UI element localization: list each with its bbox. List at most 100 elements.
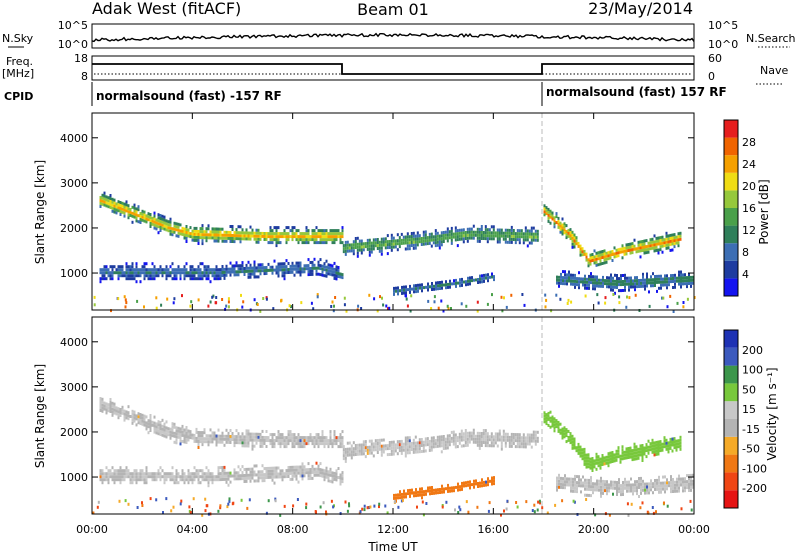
echo-cell (133, 209, 136, 213)
echo-cell (97, 500, 100, 504)
echo-cell (504, 432, 507, 436)
echo-cell (366, 244, 369, 248)
echo-cell (454, 445, 457, 449)
echo-cell (301, 462, 304, 466)
echo-cell (241, 267, 244, 271)
echo-cell (642, 482, 644, 486)
echo-cell (569, 441, 572, 445)
echo-cell (159, 430, 162, 433)
echo-cell (267, 466, 270, 470)
echo-cell (257, 231, 260, 235)
echo-cell (450, 232, 453, 236)
echo-cell (153, 427, 156, 431)
echo-cell (393, 286, 395, 290)
echo-cell (595, 458, 598, 462)
echo-cell (504, 435, 507, 439)
echo-cell (676, 279, 678, 283)
echo-cell (621, 451, 624, 455)
echo-cell (275, 232, 278, 236)
echo-cell (510, 432, 513, 436)
echo-cell (538, 499, 541, 503)
echo-cell (514, 238, 517, 242)
echo-cell (121, 411, 124, 415)
echo-cell (261, 263, 264, 267)
echo-cell (555, 419, 558, 423)
echo-cell (400, 232, 403, 236)
echo-cell (620, 490, 622, 494)
echo-cell (400, 442, 403, 446)
echo-cell (151, 222, 154, 226)
echo-cell (221, 236, 224, 240)
echo-cell (638, 483, 640, 486)
echo-cell (237, 441, 240, 445)
echo-cell (602, 479, 604, 483)
echo-cell (666, 504, 669, 508)
echo-cell (368, 253, 371, 257)
echo-cell (645, 443, 648, 447)
echo-cell (470, 233, 473, 237)
echo-cell (478, 239, 481, 243)
echo-cell (456, 445, 459, 449)
echo-cell (125, 206, 128, 210)
echo-cell (441, 280, 443, 284)
echo-cell (546, 511, 549, 515)
echo-cell (603, 456, 606, 460)
echo-cell (105, 411, 108, 415)
echo-cell (677, 241, 680, 245)
echo-cell (285, 469, 288, 473)
echo-cell (404, 241, 407, 245)
echo-cell (440, 231, 443, 235)
echo-cell (217, 440, 220, 444)
echo-cell (464, 444, 467, 447)
echo-cell (127, 265, 130, 269)
echo-cell (376, 247, 379, 250)
echo-cell (149, 497, 152, 501)
echo-cell (502, 234, 505, 238)
echo-cell (111, 206, 114, 210)
echo-cell (605, 461, 608, 465)
echo-cell (652, 482, 654, 486)
echo-cell (441, 484, 443, 488)
echo-cell (633, 238, 636, 242)
echo-cell (498, 240, 501, 244)
echo-cell (322, 501, 325, 505)
echo-cell (640, 482, 642, 486)
echo-cell (293, 445, 296, 449)
echo-cell (481, 274, 483, 278)
echo-cell (157, 472, 160, 476)
echo-cell (119, 414, 122, 417)
echo-cell (263, 467, 266, 471)
echo-cell (135, 216, 138, 220)
echo-cell (412, 438, 415, 442)
echo-cell (598, 479, 600, 483)
echo-cell (123, 415, 126, 419)
echo-cell (666, 305, 669, 309)
echo-cell (175, 222, 178, 226)
echo-cell (267, 475, 270, 479)
echo-cell (305, 471, 308, 475)
echo-cell (486, 240, 489, 244)
echo-cell (129, 214, 132, 217)
echo-cell (444, 440, 447, 444)
echo-cell (305, 506, 308, 510)
echo-cell (372, 247, 375, 251)
echo-cell (313, 232, 316, 236)
echo-cell (442, 237, 445, 240)
echo-cell (183, 233, 186, 237)
echo-cell (672, 274, 674, 277)
echo-cell (615, 449, 618, 453)
echo-cell (205, 274, 208, 278)
echo-cell (574, 276, 576, 280)
echo-cell (177, 472, 180, 476)
echo-cell (595, 257, 598, 261)
echo-cell (360, 242, 363, 246)
echo-cell (257, 237, 260, 241)
echo-cell (337, 272, 340, 275)
echo-cell (631, 449, 634, 453)
echo-cell (625, 252, 628, 256)
echo-cell (135, 475, 138, 479)
echo-cell (163, 472, 166, 476)
echo-cell (445, 280, 447, 284)
echo-cell (551, 214, 554, 218)
echo-cell (574, 282, 576, 286)
